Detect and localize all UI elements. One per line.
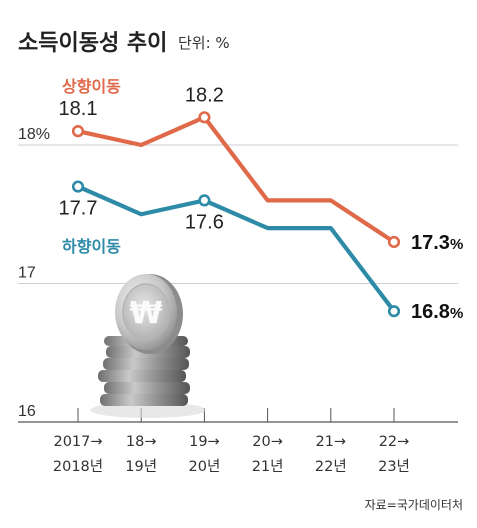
y-axis-ticks: 16 17 18% [18,126,50,420]
data-label-upward: 18.1 [59,98,98,120]
series-label-downward: 하향이동 [62,237,121,256]
data-label-downward: 17.7 [59,198,98,220]
y-tick-label: 18% [18,126,50,143]
x-tick-label-line2: 2018년 [53,458,103,475]
x-tick-label-line1: 21→ [315,434,346,450]
source-note: 자료=국가데이터처 [365,498,463,512]
data-label-downward: 17.6 [185,211,224,233]
data-point-upward [387,235,401,249]
won-sign-icon: ₩ [129,296,162,331]
data-label-upward: 17.3% [411,232,463,254]
series-layer [71,111,401,318]
x-tick-label-line2: 19년 [125,458,157,475]
gridlines [18,144,458,284]
x-tick-label-line1: 20→ [252,434,283,450]
data-point-downward [387,305,401,318]
data-point-downward [71,180,85,193]
won-coin: ₩ [115,274,183,354]
data-point-upward [71,125,85,138]
x-tick-label-line2: 20년 [189,458,221,475]
chart-title: 소득이동성 추이 [18,31,167,56]
series-line-upward [75,115,397,245]
x-tick-label-line1: 18→ [126,434,157,450]
y-tick-label: 17 [18,265,36,282]
x-tick-label-line2: 21년 [252,458,284,475]
x-axis-ticks: 2017→ 2018년 18→ 19년 19→ 20년 20→ 21년 21→ 22년 22→ 23년 [53,408,410,475]
x-tick-label-line1: 2017→ [53,434,102,450]
x-tick-label-line2: 23년 [378,458,410,475]
data-point-upward [198,111,211,124]
data-point-downward [198,194,211,207]
x-tick-label-line1: 22→ [379,434,410,450]
series-line-downward [75,184,397,314]
coin-stack-illustration: ₩ [90,274,206,418]
y-tick-label: 16 [18,403,36,420]
data-label-upward: 18.2 [185,84,224,106]
unit-label: 단위: % [178,34,230,52]
data-labels: 18.1 18.2 17.3% 17.7 17.6 16.8% [59,84,464,323]
data-label-downward: 16.8% [411,301,463,323]
series-label-upward: 상향이동 [62,77,121,96]
x-tick-label-line2: 22년 [315,458,347,475]
x-tick-label-line1: 19→ [189,434,220,450]
